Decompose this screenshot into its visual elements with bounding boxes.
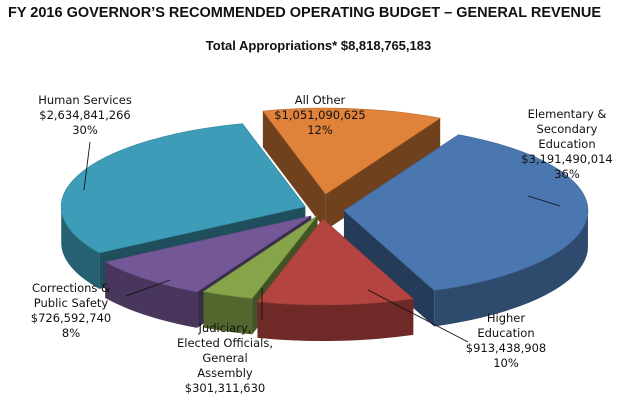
slice-label-2: Judiciary, Elected Officials, General Assem… — [177, 321, 273, 395]
slice-label-1: Higher Education $913,438,908 10% — [466, 311, 546, 370]
leader-line-3 — [125, 279, 171, 297]
slice-label-3: Corrections & Public Safety $726,592,740 8% — [31, 281, 111, 340]
leader-line-1 — [367, 289, 469, 343]
pie-slice-1 — [256, 218, 414, 341]
leader-line-4 — [83, 141, 91, 191]
leader-line-0 — [527, 195, 561, 207]
slice-label-0: Elementary & Secondary Education $3,191,490… — [521, 107, 612, 181]
chart-subtitle: Total Appropriations* $8,818,765,183 — [205, 38, 432, 53]
slice-label-5: All Other $1,051,090,625 12% — [274, 93, 365, 137]
pie-slice-0 — [343, 134, 589, 327]
slice-label-4: Human Services $2,634,841,266 30% — [38, 93, 132, 137]
chart-title: FY 2016 GOVERNOR’S RECOMMENDED OPERATING… — [8, 5, 601, 21]
pie-slice-5 — [262, 107, 441, 231]
